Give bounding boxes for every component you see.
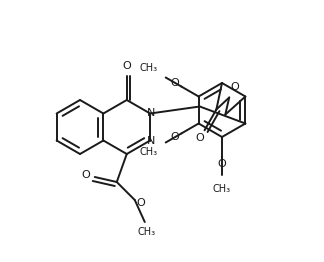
Text: O: O <box>81 170 90 180</box>
Text: CH₃: CH₃ <box>138 227 156 237</box>
Text: O: O <box>136 198 145 208</box>
Text: O: O <box>171 78 179 88</box>
Text: O: O <box>231 82 239 92</box>
Text: CH₃: CH₃ <box>140 147 158 157</box>
Text: N: N <box>147 135 155 145</box>
Text: O: O <box>122 61 131 71</box>
Text: O: O <box>196 133 204 143</box>
Text: O: O <box>171 132 179 142</box>
Text: O: O <box>218 159 226 169</box>
Text: CH₃: CH₃ <box>140 63 158 73</box>
Text: CH₃: CH₃ <box>213 184 231 194</box>
Text: N: N <box>147 108 155 118</box>
